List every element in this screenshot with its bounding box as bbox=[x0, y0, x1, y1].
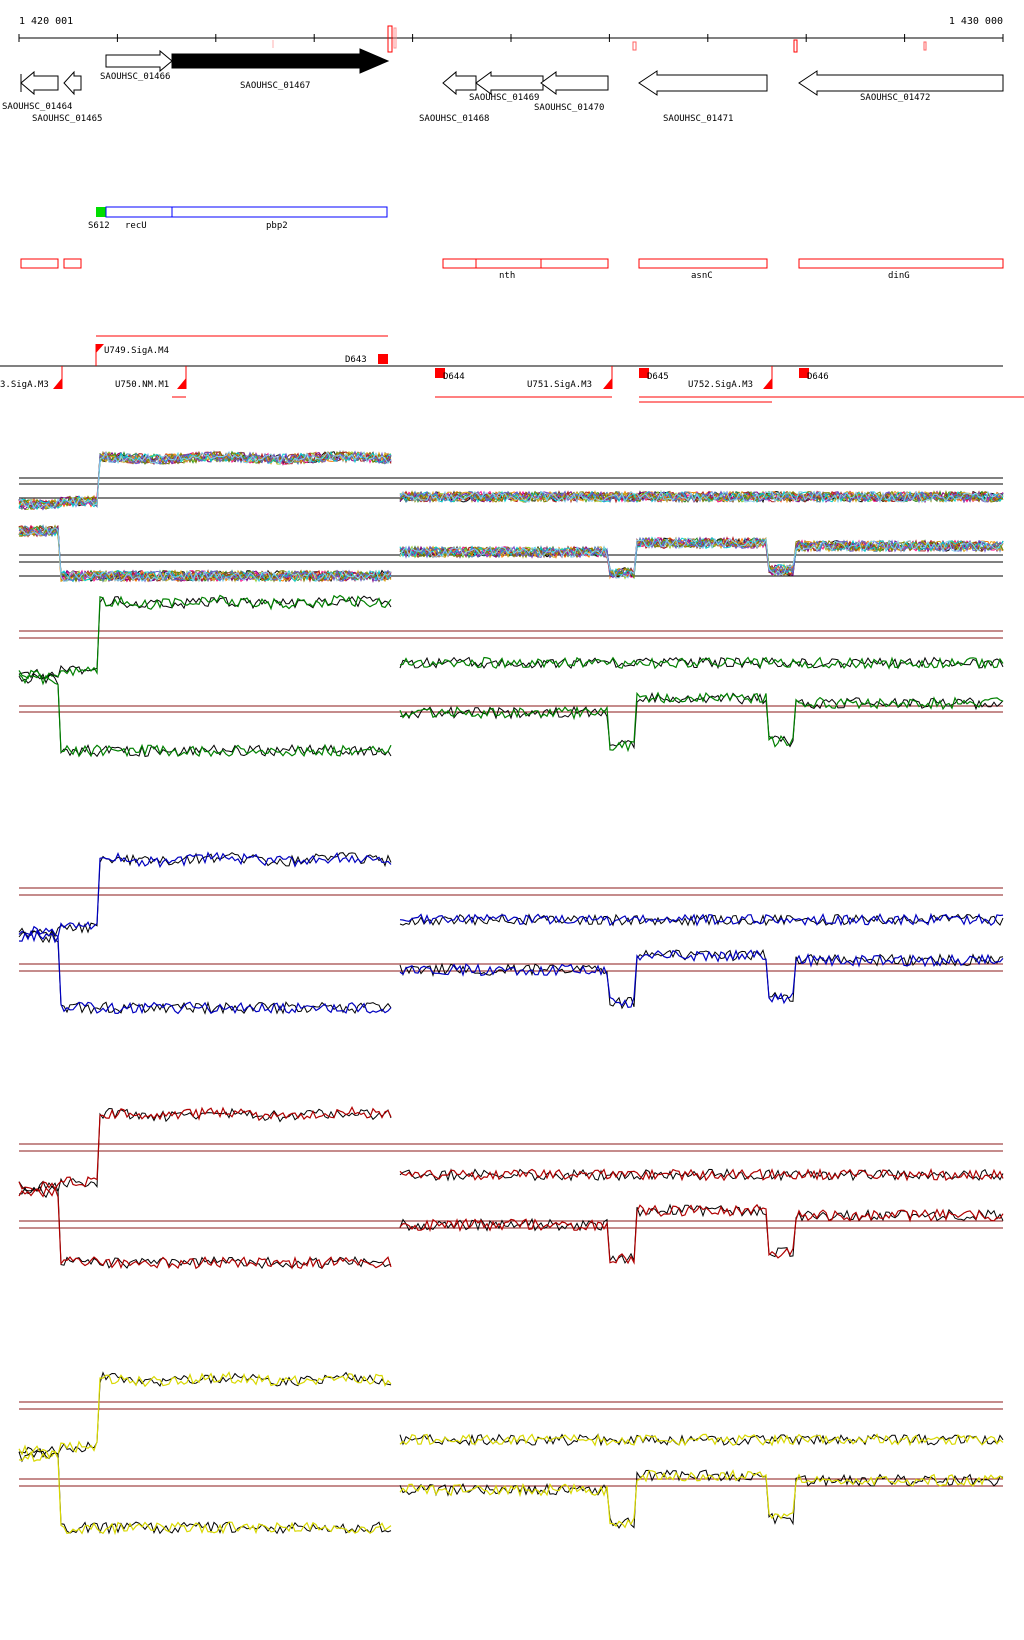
red-condition-panel bbox=[18, 1106, 1004, 1270]
feature-label: asnC bbox=[691, 271, 713, 281]
axis-marker bbox=[393, 27, 397, 49]
gene-arrow[interactable] bbox=[63, 70, 82, 96]
yellow-condition-panel bbox=[18, 1371, 1004, 1536]
gene-arrow-highlighted[interactable] bbox=[171, 48, 390, 74]
series-line bbox=[18, 1371, 1004, 1458]
series-line bbox=[18, 525, 1004, 583]
transcript-marker bbox=[378, 354, 388, 364]
series-line bbox=[18, 930, 1004, 1015]
axis-marker bbox=[923, 41, 927, 51]
transcript-label: D643 bbox=[345, 355, 367, 365]
feature-label: S612 bbox=[88, 221, 110, 231]
transcript-label: D646 bbox=[807, 372, 829, 382]
series-line bbox=[18, 1107, 1004, 1194]
feature-box[interactable] bbox=[105, 206, 173, 218]
feature-box[interactable] bbox=[171, 206, 388, 218]
gene-label: SAOUHSC_01472 bbox=[860, 93, 930, 103]
gene-label: SAOUHSC_01465 bbox=[32, 114, 102, 124]
axis-marker bbox=[632, 41, 637, 51]
transcript-marker bbox=[799, 368, 809, 378]
series-line bbox=[18, 1450, 1004, 1536]
expression-panel-all bbox=[18, 449, 1004, 583]
series-line bbox=[18, 1371, 1004, 1458]
feature-label: nth bbox=[499, 271, 515, 281]
transcript-marker bbox=[435, 368, 445, 378]
gene-label: SAOUHSC_01471 bbox=[663, 114, 733, 124]
feature-box[interactable] bbox=[638, 258, 768, 269]
feature-track-blue: S612 recU pbp2 bbox=[88, 206, 388, 231]
feature-box[interactable] bbox=[442, 258, 609, 269]
coordinate-axis: 1 420 001 1 430 000 bbox=[18, 16, 1004, 53]
feature-track-red: nth asnC dinG bbox=[20, 258, 1004, 281]
axis-marker bbox=[387, 25, 393, 53]
transcript-label: U749.SigA.M4 bbox=[104, 346, 169, 356]
gene-label: SAOUHSC_01466 bbox=[100, 72, 170, 82]
gene-arrow[interactable] bbox=[638, 70, 768, 96]
gene-label: SAOUHSC_01467 bbox=[240, 81, 310, 91]
gene-track: SAOUHSC_01464 SAOUHSC_01465 SAOUHSC_0146… bbox=[2, 48, 1004, 124]
transcript-end bbox=[53, 378, 62, 389]
feature-label: dinG bbox=[888, 271, 910, 281]
feature-box[interactable] bbox=[96, 207, 106, 217]
series-line bbox=[18, 1186, 1004, 1270]
transcript-end bbox=[177, 378, 186, 389]
feature-label: recU bbox=[125, 221, 147, 231]
feature-box[interactable] bbox=[20, 258, 59, 269]
transcript-label: U750.NM.M1 bbox=[115, 380, 169, 390]
transcript-label: D644 bbox=[443, 372, 465, 382]
green-condition-panel bbox=[18, 594, 1004, 758]
gene-label: SAOUHSC_01470 bbox=[534, 103, 604, 113]
series-line bbox=[18, 594, 1004, 680]
gene-arrow[interactable] bbox=[540, 71, 609, 95]
feature-box[interactable] bbox=[63, 258, 82, 269]
gene-label: SAOUHSC_01468 bbox=[419, 114, 489, 124]
series-line bbox=[18, 851, 1004, 938]
transcript-marker bbox=[639, 368, 649, 378]
series-line bbox=[18, 1106, 1004, 1192]
blue-condition-panel bbox=[18, 851, 1004, 1015]
feature-box[interactable] bbox=[798, 258, 1004, 269]
gene-arrow[interactable] bbox=[442, 70, 477, 96]
gene-arrow[interactable] bbox=[20, 70, 59, 96]
transcript-label: D645 bbox=[647, 372, 669, 382]
gene-arrow[interactable] bbox=[798, 70, 1004, 96]
axis-start-label: 1 420 001 bbox=[19, 16, 73, 27]
series-line bbox=[19, 1185, 1004, 1270]
series-line bbox=[18, 929, 1004, 1015]
transcript-end bbox=[763, 378, 772, 389]
series-line bbox=[18, 673, 1004, 758]
gene-label: SAOUHSC_01469 bbox=[469, 93, 539, 103]
transcript-label: U751.SigA.M3 bbox=[527, 380, 592, 390]
transcript-end bbox=[603, 378, 612, 389]
gene-label: SAOUHSC_01464 bbox=[2, 102, 72, 112]
gene-arrow[interactable] bbox=[475, 71, 544, 95]
axis-end-label: 1 430 000 bbox=[949, 16, 1003, 27]
axis-ticks bbox=[18, 34, 1004, 42]
series-line bbox=[18, 852, 1004, 938]
feature-label: pbp2 bbox=[266, 221, 288, 231]
gene-arrow[interactable] bbox=[105, 49, 173, 73]
series-line bbox=[18, 1450, 1004, 1535]
transcript-track: U749.SigA.M4 D643 3.SigA.M3 U750.NM.M1 D… bbox=[0, 335, 1024, 403]
series-line bbox=[18, 450, 1004, 510]
transcript-label: 3.SigA.M3 bbox=[0, 380, 49, 390]
axis-marker bbox=[793, 39, 798, 53]
transcript-label: U752.SigA.M3 bbox=[688, 380, 753, 390]
transcript-start bbox=[96, 344, 104, 353]
expression-panels bbox=[18, 449, 1004, 1536]
